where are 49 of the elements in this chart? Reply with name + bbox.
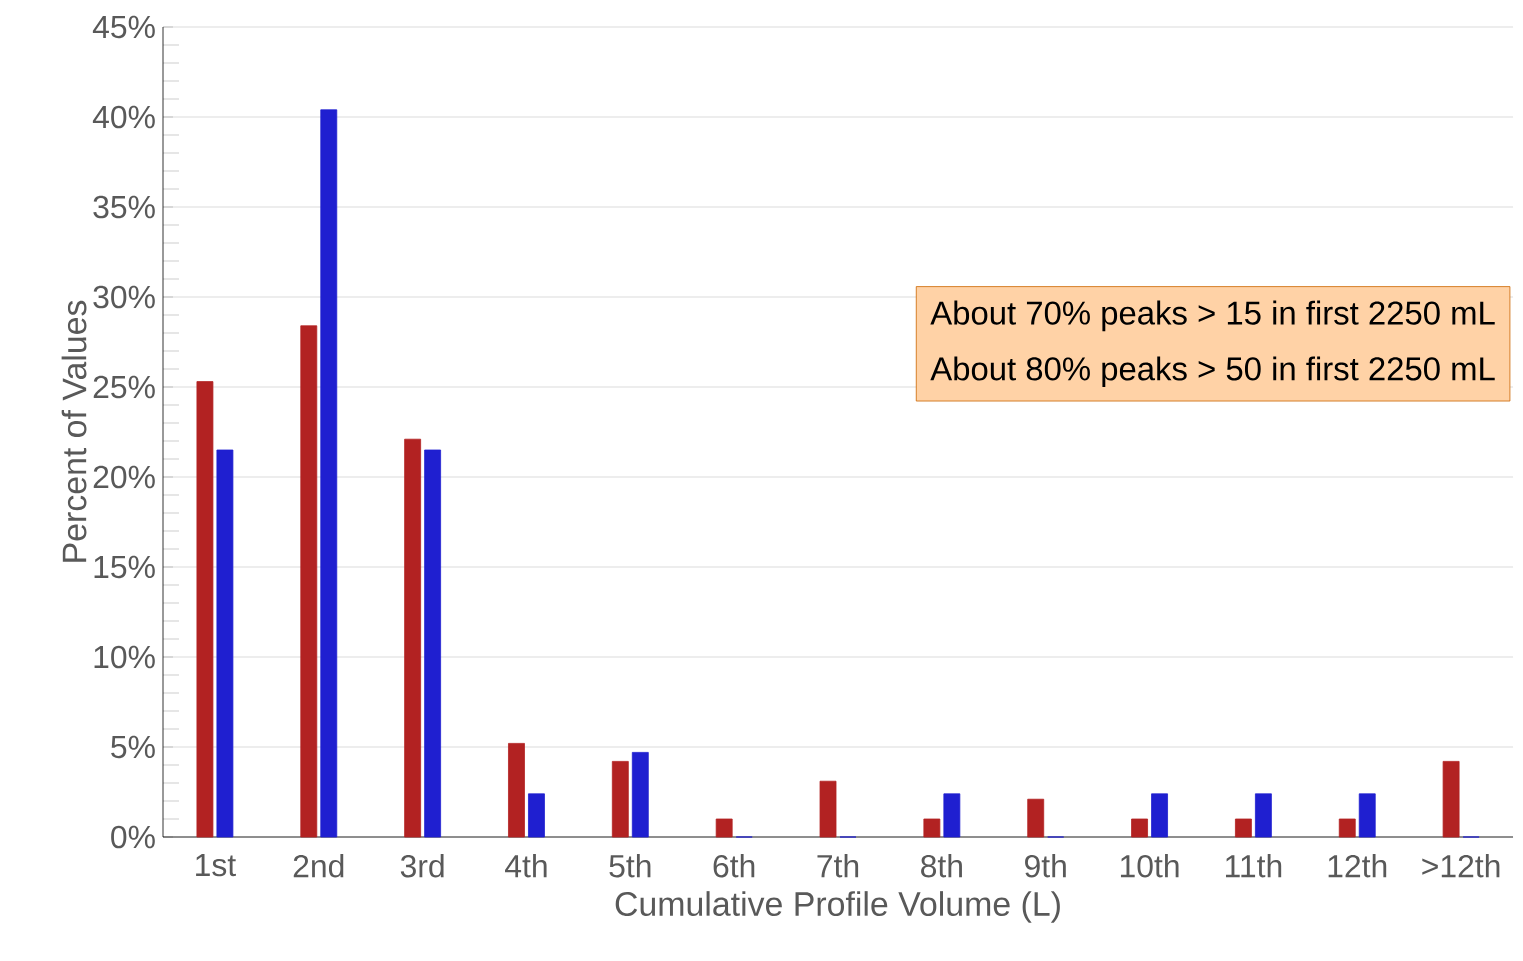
bar bbox=[508, 743, 525, 838]
bar bbox=[1235, 818, 1252, 838]
x-tick-label: 8th bbox=[921, 854, 962, 878]
x-tick-label: >12th bbox=[1422, 854, 1500, 878]
annotation: About 70% peaks > 15 in first 2250 mL bbox=[930, 300, 1495, 332]
y-tick-label: 5% bbox=[111, 735, 155, 759]
bar bbox=[320, 109, 338, 838]
bar bbox=[631, 752, 649, 838]
y-tick-label: 45% bbox=[92, 15, 155, 39]
bar bbox=[1442, 761, 1460, 838]
y-tick-label: 15% bbox=[94, 555, 155, 579]
bar bbox=[424, 449, 442, 838]
annotation: About 80% peaks > 50 in first 2250 mL bbox=[930, 356, 1495, 388]
x-tick-label: 1st bbox=[196, 854, 236, 877]
y-tick-label: 25% bbox=[93, 375, 155, 399]
bar bbox=[1338, 818, 1356, 838]
bar bbox=[923, 818, 941, 838]
y-tick-label: 10% bbox=[94, 645, 155, 669]
x-tick-label: 2nd bbox=[293, 854, 344, 878]
bar bbox=[1254, 793, 1272, 838]
bar bbox=[300, 325, 318, 838]
x-tick-label: 3rd bbox=[400, 854, 444, 878]
bar bbox=[528, 793, 545, 838]
bar bbox=[1358, 793, 1376, 838]
y-tick-label: 20% bbox=[93, 465, 155, 489]
y-tick-label: 40% bbox=[92, 105, 155, 129]
bar bbox=[943, 793, 961, 838]
bar bbox=[715, 818, 733, 838]
bar bbox=[404, 438, 422, 838]
y-tick-label: 30% bbox=[93, 285, 155, 309]
bar bbox=[1151, 793, 1168, 838]
y-tick-label: 0% bbox=[111, 825, 155, 849]
x-tick-label: 7th bbox=[817, 854, 859, 878]
x-tick-label: 4th bbox=[505, 854, 547, 878]
x-tick-label: 12th bbox=[1328, 854, 1387, 878]
bar bbox=[1027, 798, 1045, 838]
x-axis-title: Cumulative Profile Volume (L) bbox=[615, 891, 1060, 923]
x-tick-label: 9th bbox=[1025, 854, 1066, 878]
bar bbox=[1131, 818, 1148, 838]
y-tick-label: 35% bbox=[93, 195, 155, 219]
bar bbox=[611, 761, 629, 838]
bar bbox=[819, 780, 837, 838]
bar bbox=[196, 381, 214, 838]
x-tick-label: 6th bbox=[713, 854, 755, 878]
y-axis-title: Percent of Values bbox=[61, 300, 87, 562]
x-tick-label: 11th bbox=[1225, 854, 1282, 878]
x-tick-label: 5th bbox=[609, 854, 651, 878]
bar bbox=[216, 449, 234, 838]
x-tick-label: 10th bbox=[1120, 854, 1179, 878]
